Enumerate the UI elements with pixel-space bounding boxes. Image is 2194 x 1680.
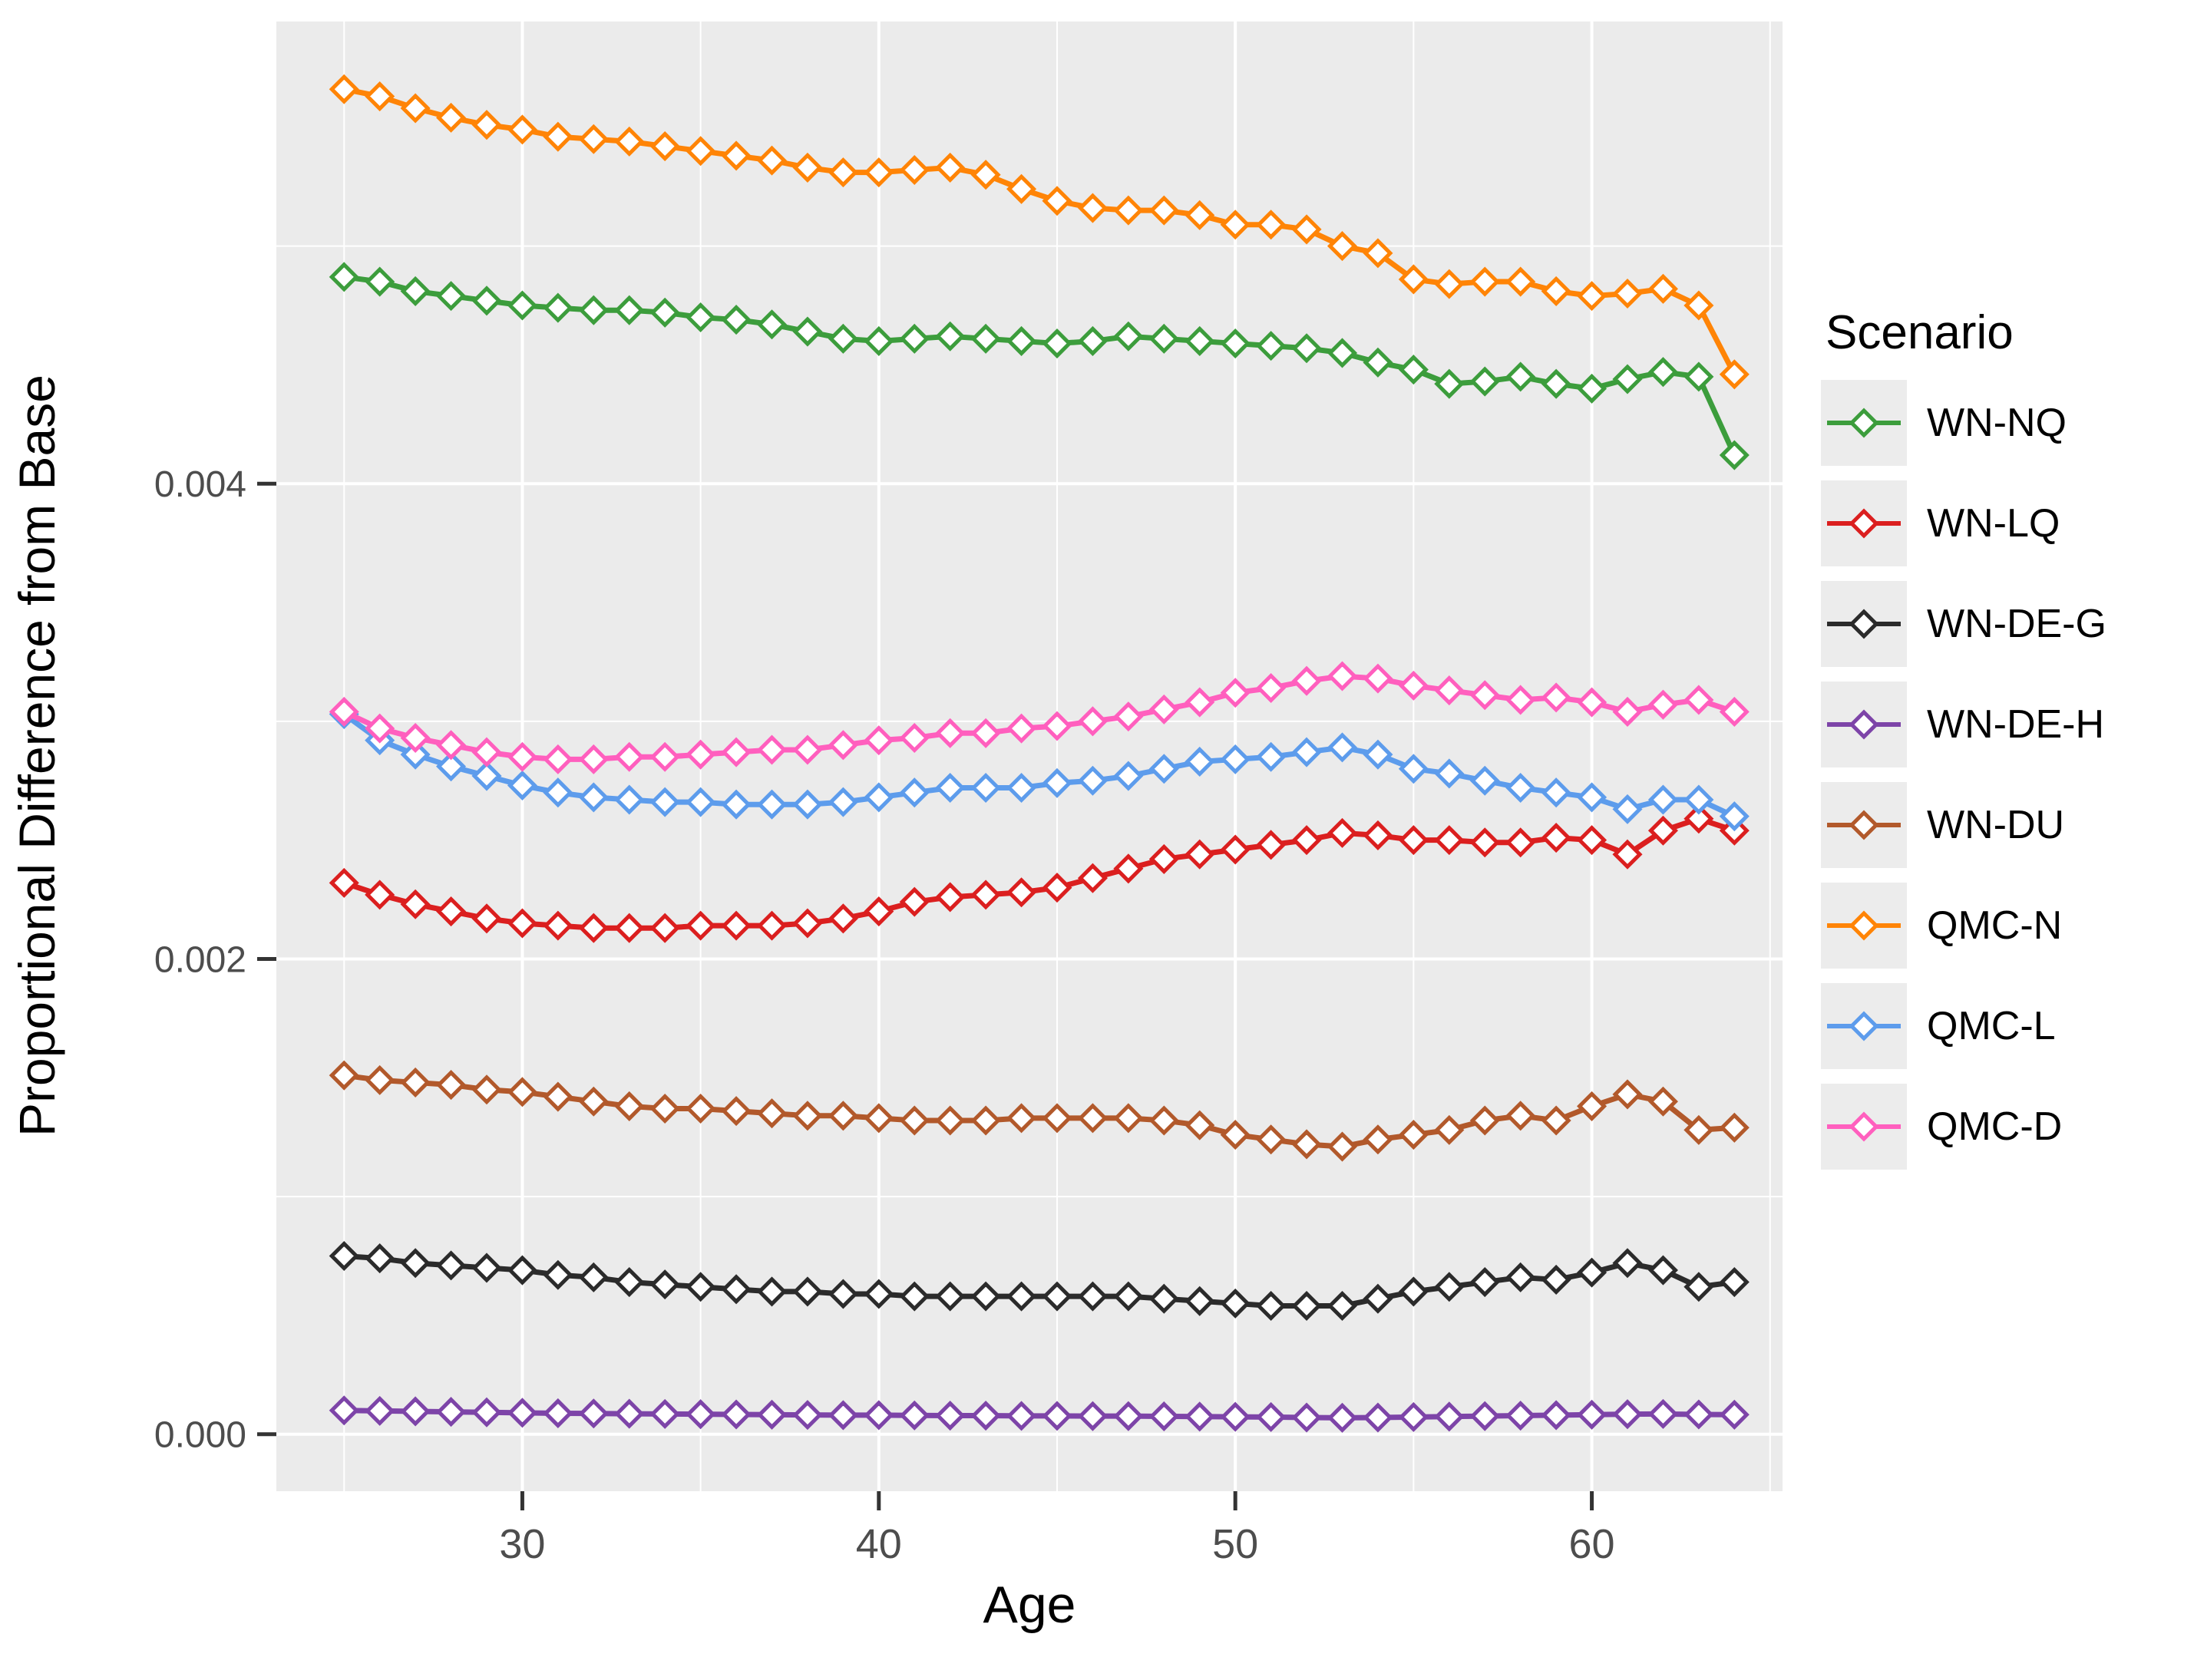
series-markers-qmc-n [329,74,1750,390]
legend-key-icon [1821,782,1907,868]
legend-title: Scenario [1826,306,2014,359]
series-line-wn-lq [343,816,1736,931]
x-tick-label: 60 [1569,1521,1615,1567]
legend-item-wn-nq: WN-NQ [1821,380,2194,466]
series-line-wn-de-g [343,1253,1735,1309]
legend-label: WN-DE-H [1927,702,2105,747]
x-axis-title: Age [983,1576,1076,1634]
legend-line-diamond-icon [1827,609,1901,639]
legend-line-diamond-icon [1827,1011,1901,1041]
legend-key-icon [1821,1084,1907,1170]
series-line-wn-de-h [344,1408,1735,1421]
legend-item-qmc-n: QMC-N [1821,883,2194,969]
legend-key-icon [1821,883,1907,969]
series-line-wn-du [343,1072,1735,1150]
legend-line-diamond-icon [1827,810,1901,840]
legend-item-wn-de-h: WN-DE-H [1821,682,2194,767]
series-markers-qmc-d [329,661,1750,774]
legend-label: QMC-N [1927,903,2063,948]
x-tick-label: 40 [856,1521,902,1567]
series-line-wn-nq [343,274,1737,457]
legend: Scenario WN-NQ WN-LQ WN-DE-G WN-DE-H WN-DU QM… [1821,305,2194,1184]
legend-item-wn-du: WN-DU [1821,782,2194,868]
legend-item-qmc-l: QMC-L [1821,983,2194,1069]
series-markers-wn-de-g [329,1240,1750,1322]
legend-label: WN-LQ [1927,501,2060,546]
legend-key-icon [1821,983,1907,1069]
legend-line-diamond-icon [1827,709,1901,740]
x-tick-label: 50 [1212,1521,1258,1567]
legend-label: WN-DE-G [1927,602,2106,646]
series-line-qmc-l [342,711,1736,819]
legend-label: WN-NQ [1927,401,2067,445]
legend-line-diamond-icon [1827,508,1901,539]
series-line-qmc-d [342,673,1736,762]
legend-line-diamond-icon [1827,910,1901,941]
legend-item-qmc-d: QMC-D [1821,1084,2194,1170]
series-markers-wn-nq [329,262,1750,470]
series-line-qmc-n [343,86,1737,376]
legend-key-icon [1821,682,1907,767]
y-tick-label: 0.000 [154,1415,246,1456]
legend-label: QMC-D [1927,1104,2063,1149]
legend-items: WN-NQ WN-LQ WN-DE-G WN-DE-H WN-DU QMC-N QMC-L Q… [1821,380,2194,1170]
legend-key-icon [1821,480,1907,566]
series-markers-wn-lq [329,804,1750,943]
legend-key-icon [1821,581,1907,667]
y-axis-title: Proportional Difference from Base [8,375,65,1137]
legend-label: WN-DU [1927,803,2065,847]
series-markers-wn-de-h [329,1395,1750,1433]
x-tick-label: 30 [499,1521,545,1567]
legend-label: QMC-L [1927,1004,2056,1048]
y-tick-label: 0.002 [154,939,246,980]
legend-line-diamond-icon [1827,408,1901,438]
legend-line-diamond-icon [1827,1111,1901,1142]
legend-item-wn-de-g: WN-DE-G [1821,581,2194,667]
y-tick-label: 0.004 [154,464,246,505]
series-markers-wn-du [329,1060,1750,1162]
legend-item-wn-lq: WN-LQ [1821,480,2194,566]
legend-key-icon [1821,380,1907,466]
